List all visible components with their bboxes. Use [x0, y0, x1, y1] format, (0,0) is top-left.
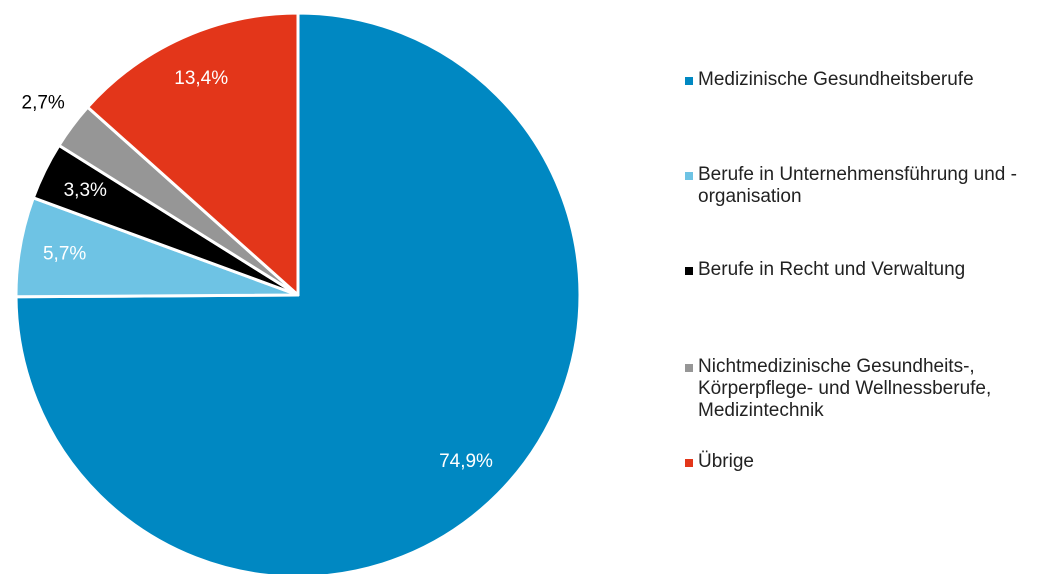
- legend-item: Berufe in Unternehmensführung und -organ…: [681, 164, 1041, 208]
- legend-item: Übrige: [681, 451, 1041, 473]
- data-label: 3,3%: [64, 180, 107, 201]
- legend-label: Nichtmedizinische Gesundheits-, Körperpf…: [698, 356, 992, 421]
- legend-swatch: [685, 172, 693, 180]
- data-label: 13,4%: [174, 68, 228, 89]
- legend-swatch: [685, 459, 693, 467]
- legend-label: Berufe in Unternehmensführung und -organ…: [698, 164, 1017, 207]
- chart: 74,9% 5,7% 3,3% 2,7% 13,4%: [14, 11, 582, 574]
- legend-label: Übrige: [698, 451, 754, 472]
- legend-item: Nichtmedizinische Gesundheits-, Körperpf…: [681, 356, 1041, 422]
- legend-swatch: [685, 77, 693, 85]
- legend-item: Medizinische Gesundheitsberufe: [681, 69, 1041, 91]
- data-label: 2,7%: [22, 93, 65, 114]
- legend-swatch: [685, 364, 693, 372]
- legend-swatch: [685, 267, 693, 275]
- pie-slice: [14, 11, 582, 574]
- data-label: 74,9%: [439, 451, 493, 472]
- legend-label: Berufe in Recht und Verwaltung: [698, 259, 966, 280]
- data-label: 5,7%: [43, 243, 86, 264]
- pie-slice: [86, 11, 300, 297]
- legend-item: Berufe in Recht und Verwaltung: [681, 259, 1041, 281]
- legend-label: Medizinische Gesundheitsberufe: [698, 69, 974, 90]
